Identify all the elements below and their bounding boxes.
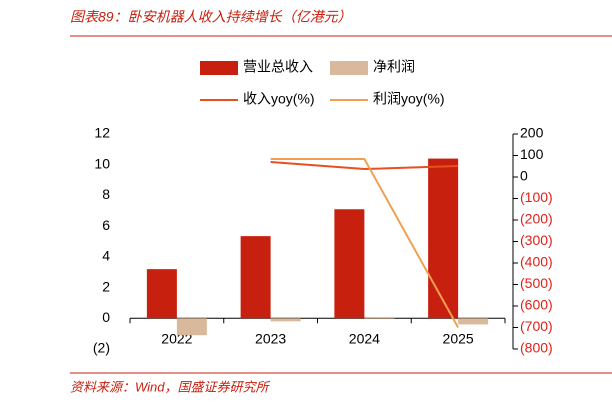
y2-tick-label: (100) — [520, 189, 553, 205]
y-tick-label: 2 — [102, 278, 110, 294]
y2-tick-label: (600) — [520, 297, 553, 313]
line — [270, 160, 459, 171]
y-tick-label: 8 — [102, 186, 110, 202]
y2-tick-label: (300) — [520, 232, 553, 248]
legend-swatch — [200, 61, 238, 75]
y2-tick-label: (400) — [520, 254, 553, 270]
legend-swatch — [330, 61, 368, 75]
y2-tick-label: (200) — [520, 211, 553, 227]
y-tick-label: 0 — [102, 309, 110, 325]
y2-tick-label: (800) — [520, 340, 553, 356]
bar — [334, 209, 365, 319]
y2-tick-label: (700) — [520, 318, 553, 334]
x-tick-label: 2023 — [255, 331, 286, 347]
legend-label: 营业总收入 — [243, 59, 313, 75]
legend-label: 收入yoy(%) — [243, 91, 315, 107]
chart-title: 图表89：卧安机器人收入持续增长（亿港元） — [70, 9, 352, 25]
y-tick-label: 6 — [102, 217, 110, 233]
bar — [364, 318, 395, 320]
legend-label: 净利润 — [373, 59, 415, 75]
y2-tick-label: 0 — [520, 168, 528, 184]
y2-tick-label: 100 — [520, 146, 544, 162]
bar — [146, 269, 177, 319]
bar — [270, 318, 301, 322]
y-tick-label: (2) — [93, 340, 110, 356]
y2-tick-label: (500) — [520, 275, 553, 291]
y-tick-label: 12 — [94, 125, 110, 141]
y2-tick-label: 200 — [520, 125, 544, 141]
y-tick-label: 10 — [94, 155, 110, 171]
bar — [428, 158, 459, 319]
line — [270, 157, 459, 328]
bar — [240, 236, 271, 319]
source: 资料来源：Wind，国盛证券研究所 — [70, 379, 271, 394]
y-tick-label: 4 — [102, 248, 110, 264]
bar — [458, 318, 489, 325]
bar — [176, 318, 207, 336]
x-tick-label: 2024 — [349, 331, 380, 347]
legend-label: 利润yoy(%) — [373, 91, 445, 107]
x-tick-label: 2025 — [443, 331, 474, 347]
